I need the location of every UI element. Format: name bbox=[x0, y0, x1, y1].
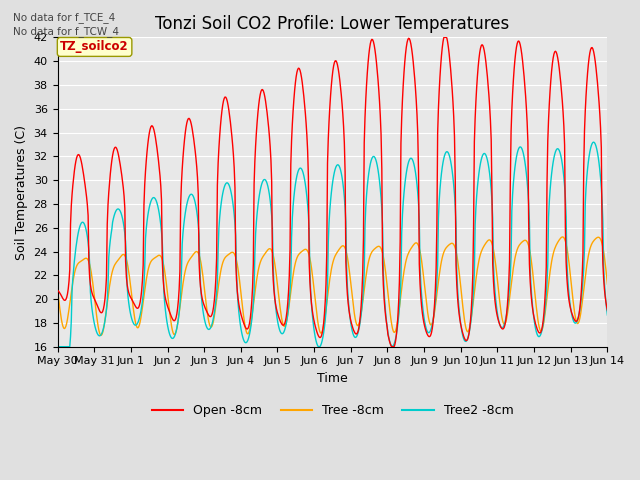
Tree -8cm bbox=[559, 234, 566, 240]
Open -8cm bbox=[388, 344, 396, 349]
Tree -8cm bbox=[121, 252, 129, 258]
Tree2 -8cm bbox=[176, 302, 184, 308]
Text: TZ_soilco2: TZ_soilco2 bbox=[60, 40, 129, 53]
Line: Tree -8cm: Tree -8cm bbox=[58, 237, 607, 336]
Tree2 -8cm bbox=[604, 312, 611, 318]
Line: Open -8cm: Open -8cm bbox=[58, 37, 607, 347]
Tree2 -8cm bbox=[205, 326, 213, 332]
Tree -8cm bbox=[97, 333, 105, 338]
Open -8cm bbox=[604, 308, 611, 313]
Line: Tree2 -8cm: Tree2 -8cm bbox=[58, 142, 607, 347]
Text: No data for f_TCE_4: No data for f_TCE_4 bbox=[13, 12, 115, 23]
Open -8cm bbox=[63, 291, 71, 297]
Tree2 -8cm bbox=[54, 344, 61, 349]
Tree2 -8cm bbox=[415, 217, 423, 223]
Open -8cm bbox=[441, 35, 449, 40]
Title: Tonzi Soil CO2 Profile: Lower Temperatures: Tonzi Soil CO2 Profile: Lower Temperatur… bbox=[156, 15, 509, 33]
Y-axis label: Soil Temperatures (C): Soil Temperatures (C) bbox=[15, 124, 28, 260]
Open -8cm bbox=[54, 288, 61, 293]
Tree2 -8cm bbox=[399, 200, 407, 205]
Legend: Open -8cm, Tree -8cm, Tree2 -8cm: Open -8cm, Tree -8cm, Tree2 -8cm bbox=[147, 399, 518, 422]
Tree -8cm bbox=[54, 287, 61, 292]
X-axis label: Time: Time bbox=[317, 372, 348, 385]
Tree -8cm bbox=[400, 268, 408, 274]
Open -8cm bbox=[120, 193, 128, 199]
Tree -8cm bbox=[206, 323, 214, 328]
Text: No data for f_TCW_4: No data for f_TCW_4 bbox=[13, 26, 119, 37]
Tree2 -8cm bbox=[63, 344, 71, 349]
Open -8cm bbox=[400, 70, 408, 75]
Open -8cm bbox=[205, 313, 213, 319]
Tree2 -8cm bbox=[120, 225, 128, 230]
Tree -8cm bbox=[63, 316, 71, 322]
Open -8cm bbox=[176, 268, 184, 274]
Open -8cm bbox=[416, 281, 424, 287]
Tree -8cm bbox=[416, 249, 424, 254]
Tree -8cm bbox=[177, 298, 184, 304]
Tree2 -8cm bbox=[590, 139, 598, 145]
Tree -8cm bbox=[604, 281, 611, 287]
